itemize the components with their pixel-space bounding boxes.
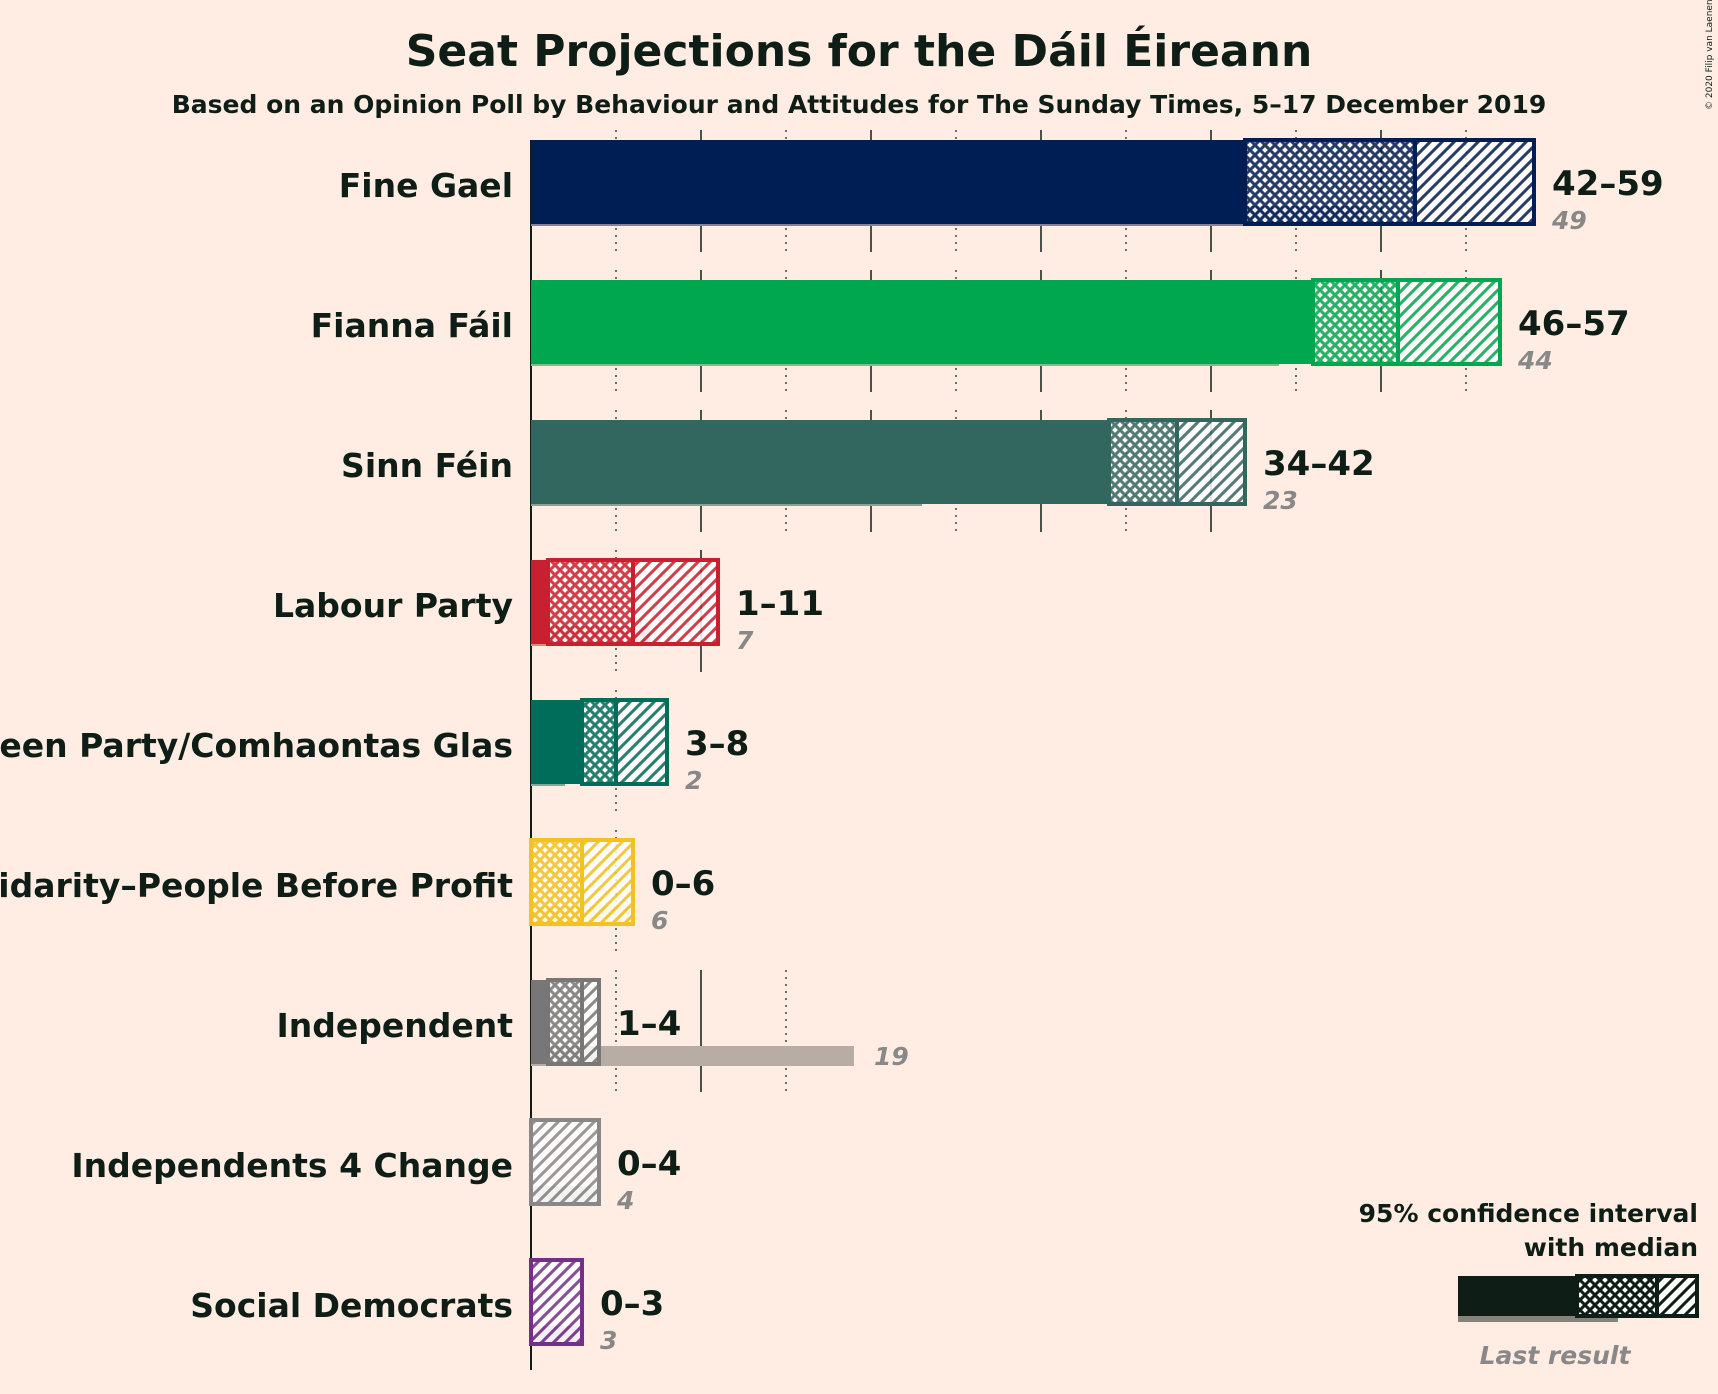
legend-line-1: 95% confidence interval bbox=[1359, 1199, 1698, 1228]
range-label: 1–11 bbox=[736, 584, 824, 624]
range-label: 42–59 bbox=[1552, 164, 1664, 204]
legend-crosshatch bbox=[1575, 1274, 1659, 1318]
last-result-label: 7 bbox=[736, 626, 754, 655]
bar-ci-upper bbox=[529, 1258, 584, 1346]
range-label: 0–4 bbox=[617, 1144, 681, 1184]
chart-subtitle: Based on an Opinion Poll by Behaviour an… bbox=[172, 90, 1547, 119]
bar-ci-upper bbox=[1413, 138, 1536, 226]
party-row: Independents 4 Change 0–44 bbox=[71, 1118, 681, 1215]
bar-certain bbox=[531, 280, 1313, 364]
party-row: Green Party/Comhaontas Glas 3–82 bbox=[0, 690, 749, 812]
last-result-bar bbox=[531, 1046, 854, 1066]
bar-ci-lower bbox=[1107, 418, 1179, 506]
bar-ci-lower bbox=[546, 978, 584, 1066]
legend-last-result-label: Last result bbox=[1480, 1341, 1632, 1370]
bar-ci-upper bbox=[580, 978, 601, 1066]
bar-certain bbox=[531, 980, 548, 1064]
bar-ci-lower bbox=[546, 558, 635, 646]
bar-ci-lower bbox=[580, 698, 618, 786]
range-label: 34–42 bbox=[1263, 444, 1375, 484]
bar-ci-upper bbox=[529, 1118, 601, 1206]
range-label: 3–8 bbox=[685, 724, 749, 764]
last-result-label: 6 bbox=[651, 906, 668, 935]
bar-ci-lower bbox=[1311, 278, 1400, 366]
last-result-label: 19 bbox=[874, 1042, 909, 1071]
chart-title: Seat Projections for the Dáil Éireann bbox=[406, 24, 1313, 77]
bar-ci-lower bbox=[529, 838, 584, 926]
party-label: Sinn Féin bbox=[341, 446, 513, 485]
bar-certain bbox=[531, 560, 548, 644]
party-label: Green Party/Comhaontas Glas bbox=[0, 726, 513, 765]
bar-certain bbox=[531, 700, 582, 784]
party-label: Solidarity–People Before Profit bbox=[0, 866, 513, 905]
party-row: Independent 1–4 19 bbox=[276, 970, 909, 1092]
party-row: Solidarity–People Before Profit 0–66 bbox=[0, 830, 715, 952]
legend-solid-bar bbox=[1458, 1276, 1577, 1316]
last-result-label: 44 bbox=[1517, 346, 1553, 375]
legend: 95% confidence interval with median Last… bbox=[1359, 1199, 1699, 1370]
party-row: Labour Party 1–117 bbox=[273, 550, 824, 672]
range-label: 46–57 bbox=[1518, 304, 1630, 344]
party-label: Fine Gael bbox=[339, 166, 513, 205]
party-label: Labour Party bbox=[273, 586, 513, 625]
range-label: 0–3 bbox=[600, 1284, 664, 1324]
bar-certain bbox=[531, 140, 1245, 224]
bar-certain bbox=[531, 420, 1109, 504]
bar-ci-upper bbox=[580, 838, 635, 926]
party-label: Fianna Fáil bbox=[311, 306, 513, 345]
copyright-note: © 2020 Filip van Laenen bbox=[1705, 0, 1715, 110]
party-row: Social Democrats 0–33 bbox=[190, 1258, 664, 1355]
bar-ci-lower bbox=[1243, 138, 1417, 226]
bar-ci-upper bbox=[614, 698, 669, 786]
party-label: Social Democrats bbox=[190, 1286, 513, 1325]
range-label: 0–6 bbox=[651, 864, 715, 904]
last-result-label: 2 bbox=[685, 766, 702, 795]
last-result-label: 23 bbox=[1263, 486, 1298, 515]
range-label: 1–4 bbox=[617, 1004, 681, 1044]
last-result-label: 3 bbox=[600, 1326, 617, 1355]
bar-ci-upper bbox=[631, 558, 720, 646]
legend-diagonal-hatch bbox=[1655, 1274, 1699, 1318]
legend-line-2: with median bbox=[1524, 1233, 1698, 1262]
party-label: Independent bbox=[276, 1006, 513, 1045]
bar-ci-upper bbox=[1175, 418, 1247, 506]
bar-ci-upper bbox=[1396, 278, 1502, 366]
party-label: Independents 4 Change bbox=[71, 1146, 513, 1185]
last-result-label: 4 bbox=[616, 1186, 634, 1215]
last-result-label: 49 bbox=[1551, 206, 1587, 235]
